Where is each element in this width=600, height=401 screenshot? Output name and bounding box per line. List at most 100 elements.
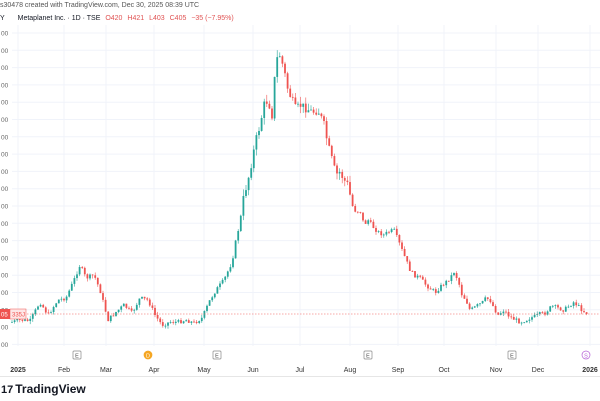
candle-body (445, 280, 448, 286)
candle-body (83, 267, 86, 275)
candle-body (497, 312, 500, 315)
candle-body (154, 307, 156, 315)
candle-body (356, 211, 359, 213)
candle-body (364, 220, 367, 224)
candle-body (577, 305, 580, 306)
candle-body (538, 312, 541, 314)
y-tick-label: 00 (1, 273, 9, 280)
candle-body (333, 156, 336, 166)
candle-body (29, 318, 32, 322)
y-axis: 00000000000000000000000000000000000000 (1, 31, 9, 349)
candle-body (458, 278, 461, 285)
candle-body (463, 295, 466, 299)
candle-body (302, 103, 305, 107)
candle-body (263, 101, 266, 118)
candle-body (278, 56, 281, 58)
candle-body (512, 316, 515, 320)
ohlc-high: H421 (127, 15, 145, 22)
candle-body (320, 113, 323, 117)
candle-body (570, 305, 572, 307)
candle-body (138, 298, 141, 305)
candle-body (354, 206, 357, 212)
candle-body (104, 299, 107, 312)
y-tick-label: 00 (1, 325, 9, 332)
candle-body (55, 303, 58, 308)
x-tick-label: Nov (490, 367, 503, 374)
candle-body (455, 273, 458, 279)
dividend-marker-icon (143, 350, 153, 360)
event-marker-letter: E (510, 353, 514, 359)
candle-body (583, 311, 585, 313)
candle-body (31, 314, 34, 319)
y-tick-label: 00 (1, 100, 9, 107)
candle-body (328, 138, 331, 146)
candle-body (91, 274, 94, 276)
candle-body (343, 177, 346, 181)
chart-header: s30478 created with TradingView.com, Dec… (0, 0, 600, 12)
y-tick-label: 00 (1, 31, 9, 38)
candle-body (546, 311, 549, 315)
candle-body (146, 298, 149, 300)
event-marker-letter: E (366, 353, 370, 359)
candle-body (317, 113, 320, 115)
x-tick-label: 2025 (10, 367, 26, 374)
symbol-fragment: Y (0, 15, 5, 22)
ohlc-change: −35 (−7.95%) (191, 15, 234, 22)
x-tick-label: Apr (149, 367, 161, 374)
candle-body (81, 266, 84, 268)
candle-body (182, 321, 185, 324)
candle-body (281, 56, 284, 64)
candle-body (172, 322, 175, 324)
last-price-line: 05 335J (0, 308, 600, 320)
candle-body (224, 276, 227, 280)
candle-body (73, 278, 76, 284)
instrument-title: Metaplanet Inc. · 1D · TSE (17, 15, 101, 22)
candle-body (52, 307, 55, 313)
candle-body (377, 231, 380, 233)
candle-body (143, 296, 146, 299)
candle-body (575, 302, 578, 306)
candle-body (401, 242, 403, 249)
candle-body (580, 305, 583, 312)
candle-body (120, 306, 123, 310)
candle-body (13, 320, 16, 322)
candle-body (325, 121, 328, 139)
tradingview-logo[interactable]: 17 TradingView (1, 382, 86, 396)
candle-body (21, 319, 24, 321)
y-tick-label: 00 (1, 117, 9, 124)
candle-body (234, 240, 237, 259)
candle-body (255, 135, 258, 150)
candle-body (567, 306, 570, 308)
y-tick-label: 00 (1, 65, 9, 72)
candle-body (499, 313, 502, 315)
candle-body (34, 309, 37, 315)
event-marker-letter: E (75, 353, 79, 359)
candle-body (380, 231, 383, 236)
candle-body (250, 168, 253, 178)
candle-body (460, 284, 463, 296)
candle-body (213, 293, 216, 298)
y-tick-label: 00 (1, 134, 9, 141)
candle-body (515, 318, 518, 320)
candle-body (476, 304, 479, 307)
candle-body (310, 109, 312, 111)
candle-body (174, 321, 177, 324)
x-tick-label: Jul (296, 367, 305, 374)
candle-body (466, 298, 468, 304)
candle-body (185, 320, 188, 322)
candle-body (94, 275, 97, 278)
x-tick-label: Mar (100, 367, 113, 374)
y-tick-label: 00 (1, 204, 9, 211)
candle-body (395, 228, 398, 236)
ohlc-close: C405 (169, 15, 187, 22)
candle-body (42, 304, 45, 308)
candle-body (471, 307, 474, 309)
candle-body (559, 307, 562, 311)
y-tick-label: 00 (1, 48, 9, 55)
candle-body (359, 212, 362, 213)
candle-body (47, 312, 50, 314)
candle-body (507, 311, 510, 317)
candle-body (403, 248, 406, 257)
